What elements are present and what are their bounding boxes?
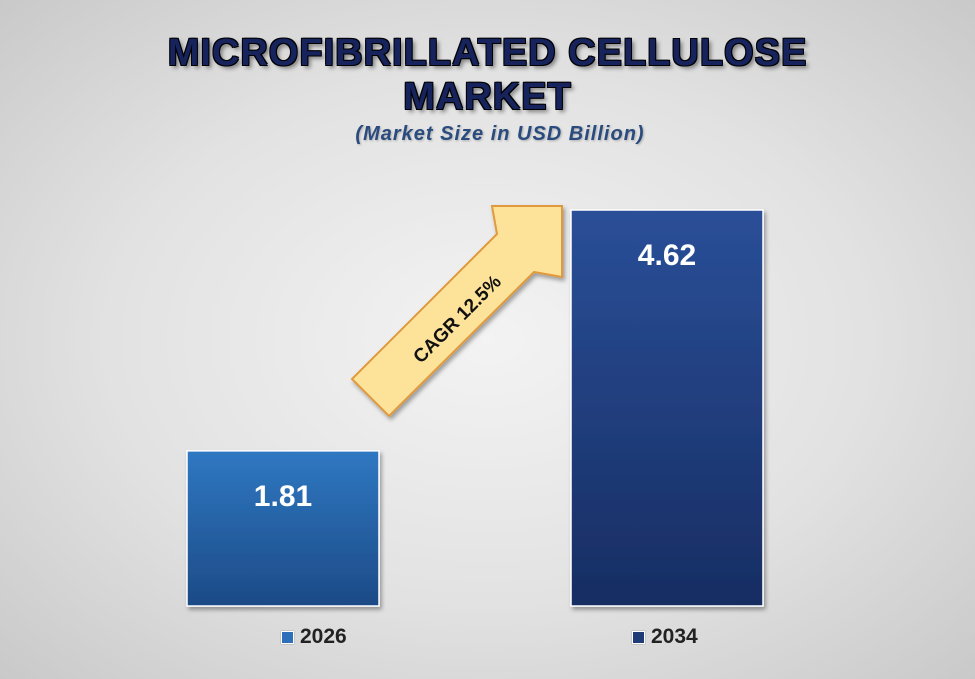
legend-label-2026: 2026 [300, 625, 347, 648]
bar-value-label-2034: 4.62 [638, 239, 696, 272]
legend-swatch-2034 [632, 630, 645, 644]
legend-item-2026: 2026 [281, 625, 347, 649]
chart-title-line1: MICROFIBRILLATED CELLULOSE [167, 32, 808, 74]
bar-value-label-2026: 1.81 [254, 480, 312, 513]
cagr-arrow: CAGR 12.5% [350, 205, 563, 418]
legend-swatch-2026 [281, 630, 294, 644]
legend-item-2034: 2034 [632, 625, 698, 649]
chart-subtitle: (Market Size in USD Billion) [355, 123, 645, 145]
chart-title-line2: MARKET [403, 76, 572, 118]
legend-label-2034: 2034 [651, 625, 698, 648]
cagr-arrow-shape [350, 205, 563, 418]
bar-2034 [570, 209, 764, 607]
bar-2026 [186, 450, 380, 607]
